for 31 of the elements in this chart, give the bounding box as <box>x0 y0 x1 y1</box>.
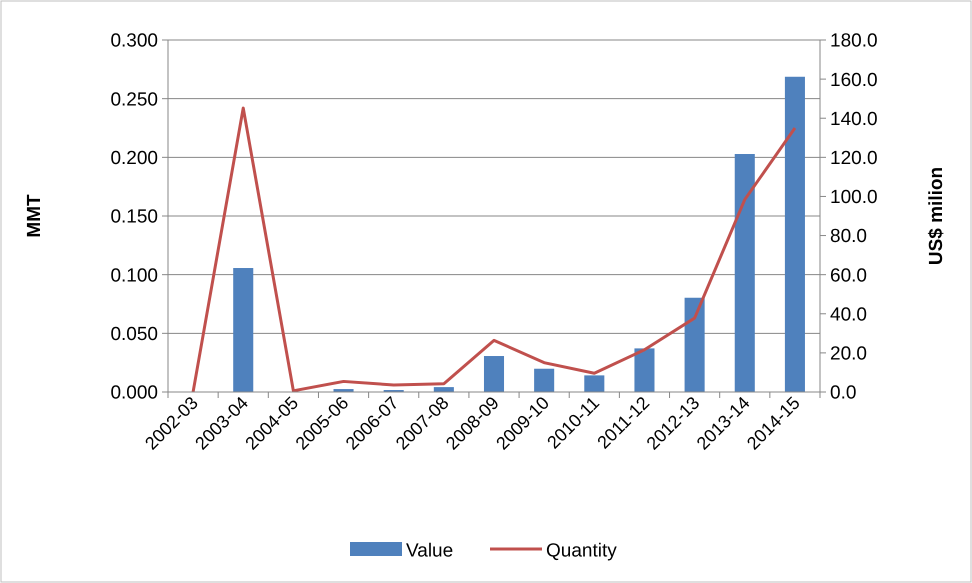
y-tick-label: 0.300 <box>110 30 158 52</box>
y-tick-label: 0.200 <box>110 148 158 169</box>
bar <box>734 154 755 392</box>
y2-tick-label: 20.0 <box>830 344 867 365</box>
legend-label: Value <box>406 540 454 562</box>
bar <box>634 348 654 392</box>
y2-axis-title: US$ milion <box>926 166 947 266</box>
y2-tick-label: 40.0 <box>830 304 867 326</box>
y2-tick-label: 180.0 <box>830 30 878 52</box>
bar <box>484 356 504 392</box>
y2-tick-label: 100.0 <box>830 187 878 208</box>
y-axis-title: MMT <box>24 194 45 238</box>
y-tick-label: 0.050 <box>110 324 158 345</box>
y-tick-label: 0.150 <box>110 206 158 228</box>
bar <box>784 76 805 392</box>
bar <box>233 268 254 392</box>
line-series <box>192 106 796 394</box>
y2-tick-label: 160.0 <box>830 70 878 91</box>
y2-tick-label: 120.0 <box>830 148 878 169</box>
bar <box>684 298 705 392</box>
y2-tick-label: 60.0 <box>830 265 867 286</box>
bar <box>434 387 454 392</box>
bar <box>534 368 554 392</box>
y2-tick-label: 0.0 <box>830 382 856 404</box>
y-tick-label: 0.000 <box>110 382 158 404</box>
legend-label: Quantity <box>546 540 618 562</box>
y-tick-label: 0.250 <box>110 89 158 110</box>
y-tick-label: 0.100 <box>110 265 158 286</box>
y2-tick-label: 140.0 <box>830 108 878 130</box>
bar <box>584 375 604 392</box>
y2-tick-label: 80.0 <box>830 226 867 248</box>
